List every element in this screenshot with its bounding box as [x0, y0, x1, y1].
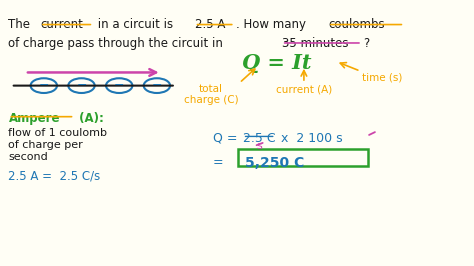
Text: of charge per: of charge per — [9, 140, 83, 150]
Text: s: s — [257, 142, 263, 151]
Text: time (s): time (s) — [362, 73, 402, 83]
Text: flow of 1 coulomb: flow of 1 coulomb — [9, 128, 108, 138]
Text: The: The — [9, 19, 34, 31]
Text: ?: ? — [363, 37, 369, 50]
Text: 5,250 C: 5,250 C — [246, 156, 305, 170]
Text: −: − — [38, 79, 49, 92]
Text: x  2 100 s: x 2 100 s — [277, 132, 342, 145]
Text: Q =: Q = — [213, 132, 242, 145]
Text: . How many: . How many — [236, 19, 310, 31]
Text: 35 minutes: 35 minutes — [282, 37, 348, 50]
Text: of charge pass through the circuit in: of charge pass through the circuit in — [9, 37, 231, 50]
Text: total
charge (C): total charge (C) — [184, 84, 238, 105]
Text: Ampere: Ampere — [9, 112, 60, 125]
Text: Q = It: Q = It — [242, 53, 311, 73]
Text: current: current — [40, 19, 83, 31]
Text: 2.5 A =  2.5 C/s: 2.5 A = 2.5 C/s — [9, 169, 100, 182]
Text: −: − — [76, 79, 87, 92]
Text: in a circuit is: in a circuit is — [94, 19, 177, 31]
Text: −: − — [114, 79, 125, 92]
Text: current (A): current (A) — [276, 84, 332, 94]
Text: =: = — [213, 156, 228, 169]
Text: (A):: (A): — [75, 112, 104, 125]
Text: −: − — [152, 79, 162, 92]
Text: coulombs: coulombs — [328, 19, 384, 31]
Text: second: second — [9, 152, 48, 162]
Text: 2.5 C: 2.5 C — [243, 132, 275, 145]
Text: 2.5 A: 2.5 A — [195, 19, 225, 31]
Bar — [238, 149, 367, 166]
